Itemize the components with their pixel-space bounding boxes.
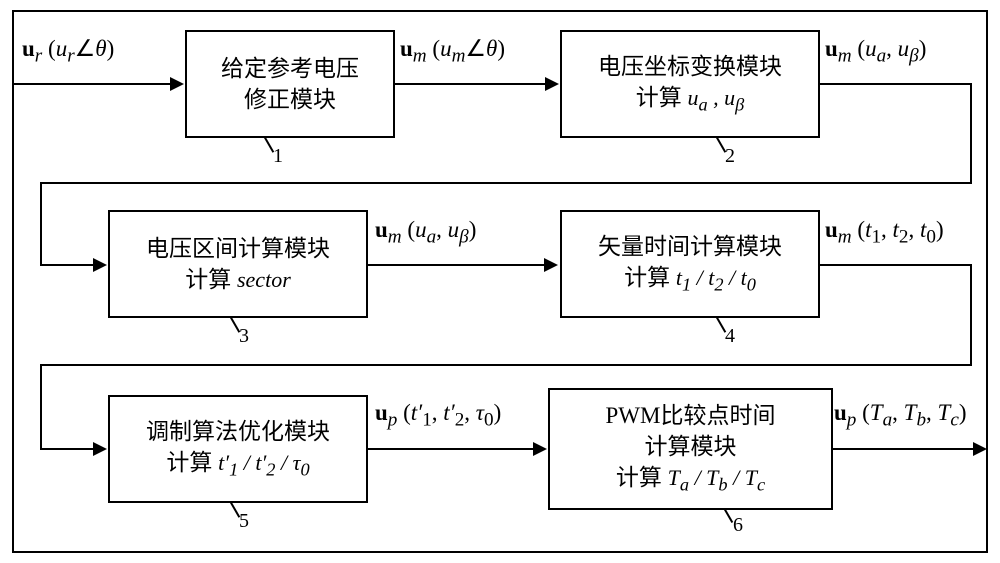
block-sector-calc: 电压区间计算模块计算 sector [108, 210, 368, 318]
signal-up-tprime: up (t′1, t′2, τ0) [375, 400, 501, 432]
arrow-b5-to-b6 [368, 448, 545, 450]
diagram-canvas: 给定参考电压修正模块 电压坐标变换模块计算 ua , uβ 电压区间计算模块计算… [0, 0, 1000, 563]
arrow-output [833, 448, 985, 450]
signal-ur: ur (ur∠θ) [22, 36, 114, 68]
block-pwm-compare: PWM比较点时间计算模块计算 Ta / Tb / Tc [548, 388, 833, 510]
block-coord-transform: 电压坐标变换模块计算 ua , uβ [560, 30, 820, 138]
callout-5: 5 [239, 510, 249, 533]
block-modulation-opt: 调制算法优化模块计算 t′1 / t′2 / τ0 [108, 395, 368, 503]
callout-2: 2 [725, 145, 735, 168]
block-voltage-correction: 给定参考电压修正模块 [185, 30, 395, 138]
arrow-b1-to-b2 [395, 83, 557, 85]
callout-3: 3 [239, 325, 249, 348]
signal-up-T: up (Ta, Tb, Tc) [834, 400, 967, 432]
callout-1: 1 [273, 145, 283, 168]
signal-um-t: um (t1, t2, t0) [825, 217, 944, 249]
arrow-input-to-b1 [14, 83, 182, 85]
callout-6: 6 [733, 514, 743, 537]
arrow-b3-to-b4 [368, 264, 556, 266]
callout-4: 4 [725, 325, 735, 348]
block-vector-time-calc: 矢量时间计算模块计算 t1 / t2 / t0 [560, 210, 820, 318]
signal-um-ab-top: um (ua, uβ) [825, 36, 926, 68]
signal-um-angle: um (um∠θ) [400, 36, 505, 68]
signal-um-ab-mid: um (ua, uβ) [375, 217, 476, 249]
